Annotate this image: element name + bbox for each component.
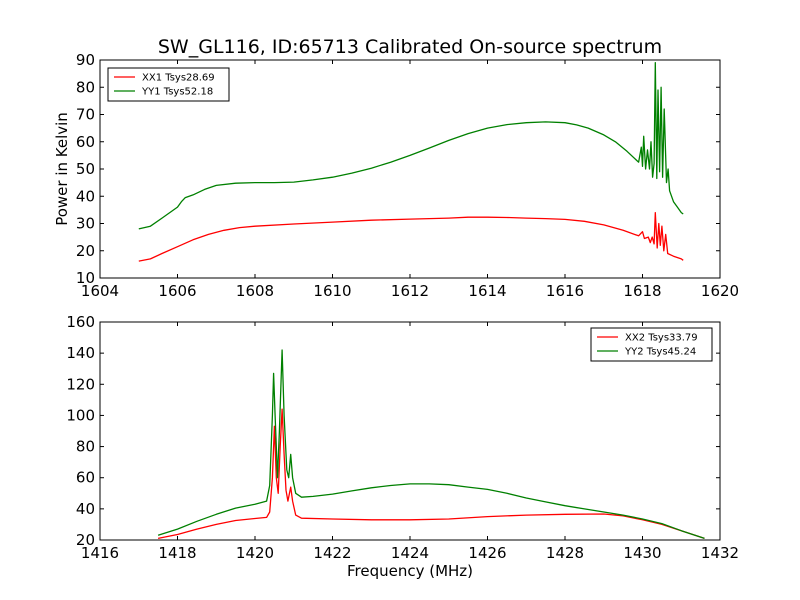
y-tick-label: 140 (66, 344, 95, 362)
x-tick-label: 1612 (391, 282, 429, 300)
y-tick-label: 30 (76, 215, 95, 233)
x-tick-label: 1610 (313, 282, 351, 300)
x-tick-label: 1422 (313, 544, 351, 562)
y-tick-label: 90 (76, 51, 95, 69)
x-tick-label: 1432 (701, 544, 739, 562)
legend-box (107, 67, 230, 102)
figure-title: SW_GL116, ID:65713 Calibrated On-source … (158, 36, 662, 58)
legend-box (590, 327, 713, 362)
x-tick-label: 1618 (623, 282, 661, 300)
legend: XX1 Tsys28.69 YY1 Tsys52.18 (107, 67, 230, 102)
y-tick-label: 120 (66, 375, 95, 393)
series-line-0-0 (138, 211, 684, 262)
y-tick-label: 50 (76, 160, 95, 178)
x-tick-label: 1416 (81, 544, 119, 562)
y-tick-label: 80 (76, 78, 95, 96)
y-tick-label: 60 (76, 469, 95, 487)
legend-label: YY1 Tsys52.18 (141, 87, 213, 98)
x-axis-label: Frequency (MHz) (347, 562, 473, 580)
x-tick-label: 1420 (236, 544, 274, 562)
y-tick-label: 20 (76, 531, 95, 549)
top-axes: 1604 1606 1608 1610 1612 1614 1616 1618 1620 10 20… (76, 51, 739, 300)
legend-label: XX1 Tsys28.69 (142, 73, 215, 84)
legend-label: YY2 Tsys45.24 (624, 347, 696, 358)
x-tick-label: 1430 (623, 544, 661, 562)
x-tick-label: 1424 (391, 544, 429, 562)
series-line-0-1 (138, 62, 684, 230)
y-tick-label: 20 (76, 242, 95, 260)
y-tick-label: 10 (76, 269, 95, 287)
legend: XX2 Tsys33.79 YY2 Tsys45.24 (590, 327, 713, 362)
bottom-axes: 1416 1418 1420 1422 1424 1426 1428 1430 1432 20 40… (66, 313, 739, 562)
x-tick-label: 1604 (81, 282, 119, 300)
x-tick-label: 1418 (158, 544, 196, 562)
x-tick-label: 1608 (236, 282, 274, 300)
x-tick-label: 1428 (546, 544, 584, 562)
y-tick-label: 40 (76, 187, 95, 205)
y-tick-label: 40 (76, 500, 95, 518)
x-tick-label: 1620 (701, 282, 739, 300)
y-tick-label: 160 (66, 313, 95, 331)
series-line-1-0 (157, 408, 705, 540)
top-y-axis-label: Power in Kelvin (53, 112, 71, 226)
series-line-1-1 (157, 349, 705, 540)
x-tick-label: 1616 (546, 282, 584, 300)
legend-label: XX2 Tsys33.79 (625, 333, 698, 344)
y-tick-label: 80 (76, 438, 95, 456)
y-tick-label: 70 (76, 106, 95, 124)
y-tick-label: 60 (76, 133, 95, 151)
x-tick-label: 1606 (158, 282, 196, 300)
x-tick-label: 1614 (468, 282, 506, 300)
x-tick-label: 1426 (468, 544, 506, 562)
y-tick-label: 100 (66, 406, 95, 424)
